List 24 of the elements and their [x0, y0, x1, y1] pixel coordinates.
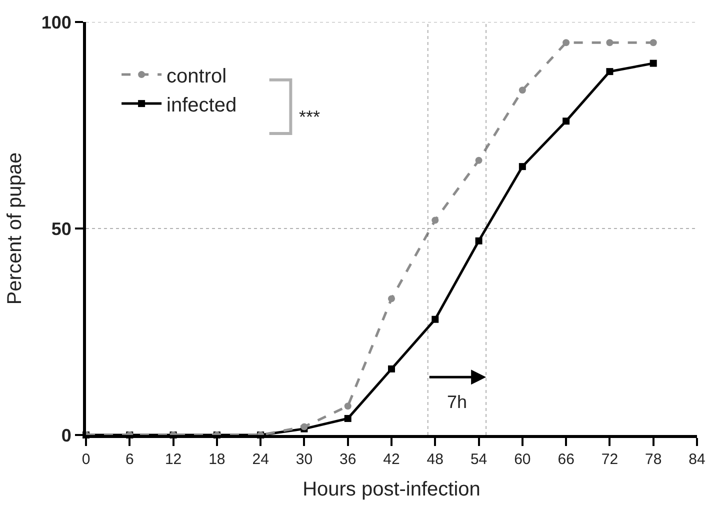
x-tick-label: 84 — [688, 451, 706, 468]
annotation: 7h — [447, 392, 468, 412]
legend-label: infected — [166, 94, 237, 116]
x-tick-label: 24 — [252, 451, 269, 468]
x-tick-label: 54 — [470, 451, 488, 468]
annotation: *** — [299, 107, 320, 127]
y-tick-label: 50 — [51, 218, 72, 239]
x-tick-label: 78 — [645, 451, 662, 468]
x-tick-label: 72 — [601, 451, 618, 468]
x-axis-title: Hours post-infection — [302, 478, 480, 500]
x-tick-label: 6 — [125, 451, 134, 468]
x-tick-label: 36 — [340, 451, 356, 468]
x-tick-label: 12 — [164, 451, 182, 468]
x-tick-label: 48 — [426, 451, 444, 468]
x-tick-label: 66 — [558, 451, 574, 468]
y-axis-title: Percent of pupae — [4, 152, 26, 305]
y-tick-label: 100 — [41, 12, 72, 32]
x-tick-label: 18 — [208, 451, 226, 468]
x-tick-label: 42 — [383, 451, 400, 468]
x-tick-label: 30 — [296, 451, 313, 468]
y-tick-label: 0 — [61, 425, 72, 446]
legend-label: control — [166, 65, 227, 88]
x-tick-label: 0 — [82, 451, 90, 468]
x-tick-label: 60 — [514, 451, 531, 468]
